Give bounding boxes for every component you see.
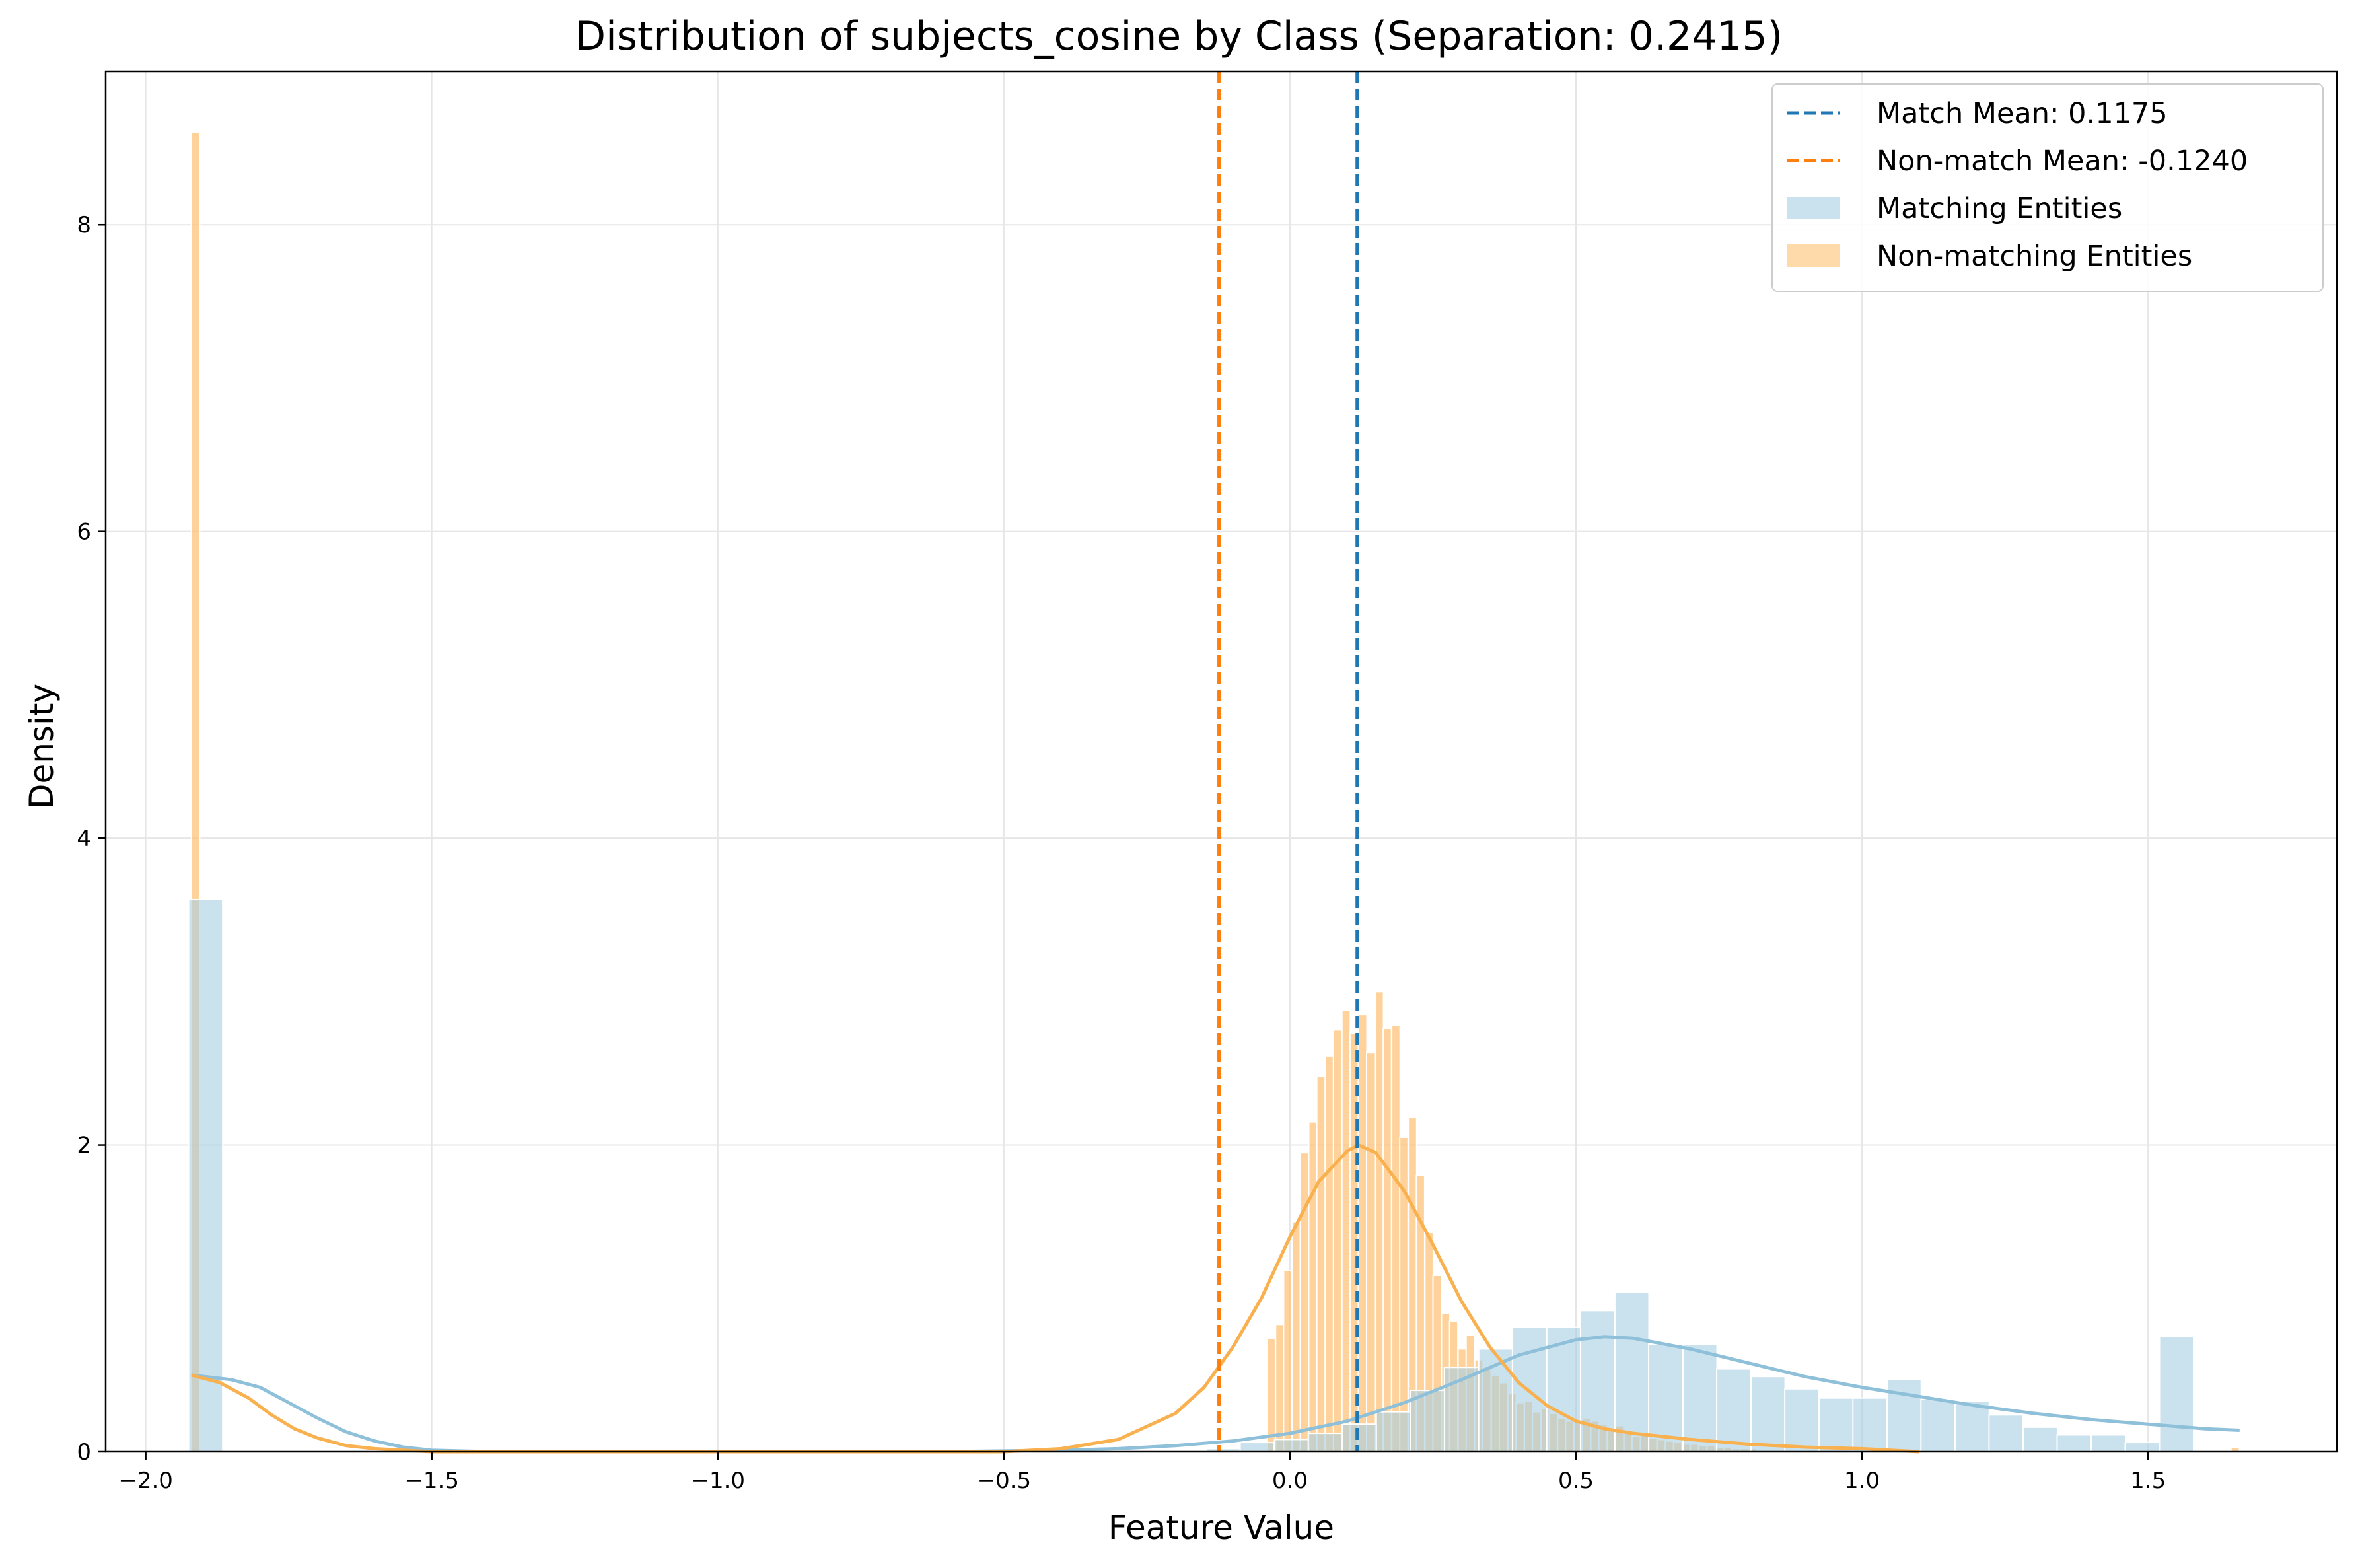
- histogram-bar: [1546, 1326, 1582, 1453]
- y-tick-label: 2: [77, 1133, 91, 1159]
- histogram-bar: [1954, 1400, 1990, 1453]
- histogram-bar: [1716, 1368, 1752, 1453]
- histogram-bar: [1341, 1423, 1378, 1452]
- histogram-bar: [1273, 1439, 1310, 1452]
- plot-frame: [104, 70, 2338, 1453]
- x-tick-label: 0.5: [1558, 1468, 1594, 1494]
- histogram-bar: [1391, 1024, 1401, 1452]
- x-tick-label: −1.0: [691, 1468, 746, 1494]
- histogram-bar: [1852, 1397, 1888, 1452]
- x-tick-label: 1.5: [2130, 1468, 2166, 1494]
- histogram-bar: [1316, 1075, 1326, 1452]
- legend-label: Matching Entities: [1876, 192, 2122, 225]
- y-tick-label: 4: [77, 826, 91, 852]
- histogram-bar: [1988, 1414, 2024, 1452]
- x-tick-label: 0.0: [1272, 1468, 1308, 1494]
- histogram-bar: [188, 899, 224, 1452]
- kde-curves: [191, 1143, 2240, 1454]
- legend-box: [1771, 83, 2324, 292]
- histogram-bar: [1920, 1399, 1956, 1452]
- histogram-bar: [1886, 1378, 1922, 1452]
- y-tick-label: 8: [77, 212, 91, 238]
- histogram-bar: [2159, 1336, 2195, 1453]
- legend-patch-swatch: [1787, 197, 1840, 219]
- y-tick-label: 6: [77, 519, 91, 546]
- histogram-bar: [1682, 1343, 1718, 1453]
- legend-label: Non-matching Entities: [1876, 240, 2192, 273]
- histogram-bar: [2124, 1442, 2161, 1452]
- y-axis-label: Density: [22, 684, 61, 809]
- x-tick-label: 1.0: [1844, 1468, 1880, 1494]
- histogram-bar: [1283, 1269, 1293, 1452]
- axes: −2.0 −1.5 −1.0 −0.5 0.0 0.5 1.0 1.5 0 2 4 6 8: [77, 70, 2338, 1494]
- histogram-bar: [1375, 1411, 1411, 1453]
- kde-curve: [191, 1335, 2240, 1454]
- histogram-bar: [1357, 1014, 1368, 1452]
- histogram-bar: [1332, 1029, 1343, 1452]
- y-tick-label: 0: [77, 1439, 91, 1466]
- legend: Match Mean: 0.1175 Non-match Mean: -0.124…: [1771, 83, 2324, 292]
- histogram-bar: [1784, 1388, 1820, 1452]
- histogram-bar: [1299, 1152, 1310, 1452]
- x-tick-label: −2.0: [118, 1468, 173, 1494]
- histogram-bar: [1818, 1397, 1854, 1452]
- histogram-bar: [1341, 1009, 1351, 1452]
- legend-patch-swatch: [1787, 244, 1840, 267]
- mean-lines: [1217, 71, 1359, 1452]
- histogram-bar: [1614, 1291, 1650, 1452]
- histogram-bar: [2022, 1426, 2058, 1453]
- histogram-bar: [2056, 1434, 2092, 1453]
- chart-title: Distribution of subjects_cosine by Class…: [575, 13, 1783, 59]
- histogram-bar: [1307, 1433, 1343, 1452]
- histogram-bar: [1291, 1221, 1301, 1452]
- legend-label: Non-match Mean: -0.1240: [1876, 145, 2248, 178]
- histogram-bar: [2090, 1434, 2126, 1453]
- x-axis-label: Feature Value: [1108, 1509, 1334, 1547]
- histogram-bar: [1382, 1028, 1392, 1452]
- kde-curve: [191, 1143, 1919, 1454]
- histogram-bar: [1324, 1055, 1335, 1453]
- histogram-bar: [1648, 1343, 1684, 1453]
- histogram-bar: [1308, 1121, 1318, 1452]
- x-tick-label: −0.5: [977, 1468, 1032, 1494]
- x-tick-label: −1.5: [404, 1468, 459, 1494]
- legend-label: Match Mean: 0.1175: [1876, 97, 2168, 130]
- histogram-bar: [1750, 1376, 1786, 1453]
- histogram-bar: [1366, 1052, 1376, 1452]
- histogram-bar: [1374, 991, 1384, 1453]
- histogram-bar: [1239, 1442, 1275, 1452]
